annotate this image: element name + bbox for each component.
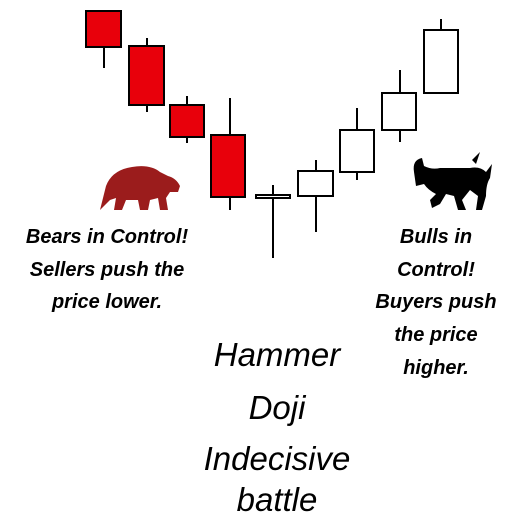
doji-candle [256,195,290,198]
bear-candle [129,46,164,105]
bull-candle [340,130,374,172]
center-text: Indecisive [204,440,351,477]
bears-text: Sellers push the [30,259,185,281]
bears-text: price lower. [51,291,162,313]
bear-candle [170,105,204,137]
bull-candle [424,30,458,93]
bulls-text: Bulls in [400,226,472,248]
bears-label: Bears in Control! Sellers push the price l… [26,226,189,313]
diagram: Bears in Control! Sellers push the price l… [0,0,520,521]
bear-icon [100,166,180,210]
bulls-text: Buyers push [375,291,496,313]
bulls-label: Bulls in Control! Buyers push the price high… [375,226,496,379]
center-text: battle [237,481,318,518]
bull-candle [298,171,333,196]
bulls-text: higher. [403,357,469,379]
bears-text: Bears in Control! [26,226,189,248]
bull-icon [414,152,492,210]
bulls-text: Control! [397,259,475,281]
center-text: Doji [249,389,308,426]
candles [86,11,458,258]
bear-candle [86,11,121,47]
center-text: Hammer [214,336,343,373]
center-label: Hammer Doji Indecisive battle [204,336,351,518]
bear-candle [211,135,245,197]
bulls-text: the price [394,324,477,346]
bull-candle [382,93,416,130]
